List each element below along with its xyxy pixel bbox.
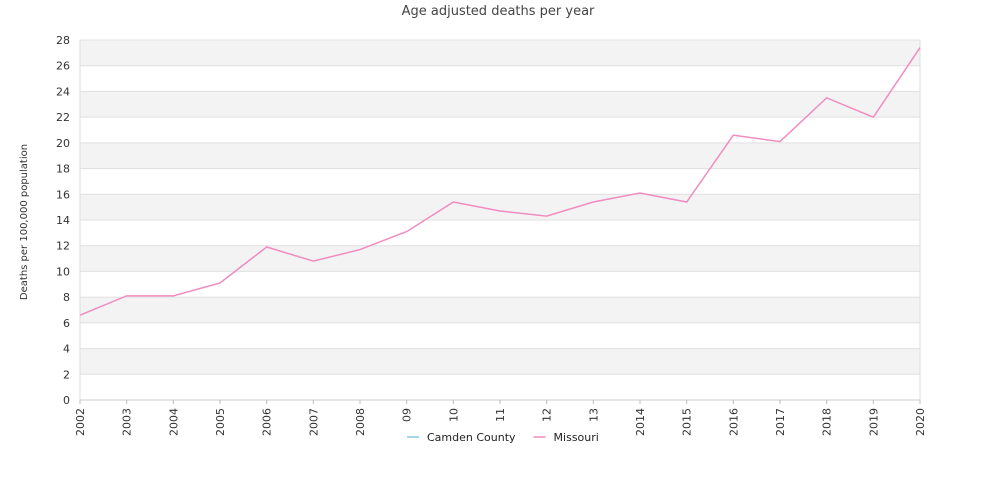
y-tick-label: 8 (63, 291, 70, 304)
x-tick-label: 2017 (774, 408, 787, 436)
x-tick-label: 2006 (261, 408, 274, 436)
x-tick-label: 2003 (121, 408, 134, 436)
grid-band (80, 194, 920, 220)
y-tick-label: 6 (63, 317, 70, 330)
y-tick-label: 10 (56, 265, 70, 278)
series-line-missouri (79, 47, 921, 316)
x-tick-label: 2018 (821, 408, 834, 436)
y-tick-label: 22 (56, 111, 70, 124)
legend: Camden County Missouri (407, 431, 599, 444)
x-tick-label: 2014 (634, 408, 647, 436)
y-tick-label: 24 (56, 85, 70, 98)
y-tick-label: 14 (56, 214, 70, 227)
y-axis-label: Deaths per 100,000 population (19, 144, 30, 300)
y-tick-label: 16 (56, 188, 70, 201)
grid-band (80, 40, 920, 66)
grid-band (80, 142, 920, 169)
chart-title: Age adjusted deaths per year (402, 4, 595, 19)
x-tick-label: 2008 (354, 408, 367, 436)
legend-label: Camden County (427, 431, 516, 444)
x-tick-label: 09 (401, 408, 414, 422)
y-tick-label: 26 (56, 60, 70, 73)
grid-band (80, 91, 920, 118)
x-tick-label: 2004 (167, 408, 180, 436)
x-tick-label: 2020 (914, 408, 927, 436)
x-tick-label: 13 (587, 408, 600, 422)
x-tick-label: 2007 (307, 408, 320, 436)
y-tick-label: 18 (56, 163, 70, 176)
x-tick-label: 2016 (727, 408, 740, 436)
x-tick-label: 2002 (74, 408, 87, 436)
legend-label: Missouri (554, 431, 599, 444)
x-tick-label: 2019 (867, 408, 880, 436)
x-tick-label: 12 (541, 408, 554, 422)
x-tick-label: 10 (447, 408, 460, 422)
x-tick-label: 11 (494, 408, 507, 422)
grid-band (80, 297, 920, 323)
grid-band (80, 348, 920, 375)
y-tick-label: 0 (63, 394, 70, 407)
series-lines (79, 47, 921, 316)
x-tick-label: 2005 (214, 408, 227, 436)
grid-band (80, 245, 920, 272)
y-tick-label: 12 (56, 240, 70, 253)
y-tick-label: 4 (63, 343, 70, 356)
x-tick-label: 2015 (681, 408, 694, 436)
y-tick-label: 2 (63, 368, 70, 381)
y-tick-label: 20 (56, 137, 70, 150)
x-axis-ticks: 2002 2003 2004 2005 2006 2007 2008 09 10 11 12 13 20… (74, 400, 927, 436)
y-tick-label: 28 (56, 34, 70, 47)
grid-bands (80, 40, 920, 375)
